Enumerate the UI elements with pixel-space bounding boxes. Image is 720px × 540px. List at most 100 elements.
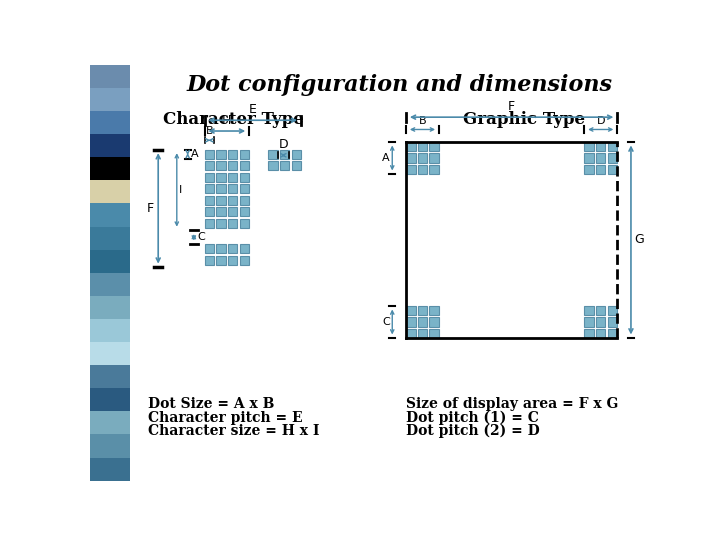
Bar	[240, 184, 249, 193]
Text: I: I	[179, 185, 182, 195]
Text: Dot Size = A x B: Dot Size = A x B	[148, 397, 274, 411]
Bar	[418, 165, 427, 174]
Bar	[90, 180, 130, 204]
Bar	[228, 150, 238, 159]
Bar	[596, 318, 606, 327]
Bar	[216, 256, 225, 265]
Bar	[240, 219, 249, 228]
Bar	[406, 142, 415, 151]
Bar	[204, 173, 214, 182]
Text: Character pitch = E: Character pitch = E	[148, 410, 302, 424]
Text: Character size = H x I: Character size = H x I	[148, 423, 320, 437]
Bar	[204, 207, 214, 217]
Bar	[90, 365, 130, 388]
Bar	[608, 142, 617, 151]
Bar	[90, 226, 130, 249]
Bar	[90, 249, 130, 273]
Bar	[585, 329, 594, 338]
Bar	[429, 329, 438, 338]
Bar	[418, 329, 427, 338]
Bar	[90, 111, 130, 134]
Bar	[90, 342, 130, 365]
Bar	[585, 153, 594, 163]
Bar	[585, 165, 594, 174]
Bar	[596, 306, 606, 315]
Text: C: C	[197, 232, 204, 242]
Text: B: B	[418, 116, 426, 126]
Text: Dot pitch (2) = D: Dot pitch (2) = D	[406, 423, 540, 438]
Bar	[292, 150, 301, 159]
Bar	[228, 244, 238, 253]
Text: E: E	[249, 103, 257, 117]
Bar	[228, 184, 238, 193]
Bar	[204, 184, 214, 193]
Text: F: F	[147, 202, 154, 215]
Bar	[90, 204, 130, 226]
Bar	[608, 306, 617, 315]
Bar	[596, 142, 606, 151]
Text: Dot pitch (1) = C: Dot pitch (1) = C	[406, 410, 539, 425]
Bar	[608, 329, 617, 338]
Bar	[90, 296, 130, 319]
Bar	[216, 184, 225, 193]
Bar	[240, 150, 249, 159]
Bar	[90, 434, 130, 457]
Bar	[204, 150, 214, 159]
Bar	[429, 153, 438, 163]
Bar	[204, 195, 214, 205]
Bar	[406, 329, 415, 338]
Bar	[608, 165, 617, 174]
Bar	[216, 161, 225, 170]
Bar	[90, 65, 130, 88]
Bar	[90, 457, 130, 481]
Bar	[280, 161, 289, 170]
Bar	[240, 173, 249, 182]
Bar	[429, 306, 438, 315]
Bar	[228, 161, 238, 170]
Bar	[228, 195, 238, 205]
Bar	[406, 153, 415, 163]
Bar	[596, 153, 606, 163]
Bar	[608, 318, 617, 327]
Bar	[90, 88, 130, 111]
Text: H: H	[222, 114, 231, 127]
Bar	[240, 244, 249, 253]
Text: F: F	[508, 100, 516, 113]
Text: D: D	[596, 116, 605, 126]
Bar	[596, 329, 606, 338]
Bar	[90, 157, 130, 180]
Bar	[204, 219, 214, 228]
Bar	[608, 153, 617, 163]
Text: G: G	[634, 233, 644, 246]
Bar	[585, 142, 594, 151]
Bar	[90, 411, 130, 434]
Bar	[216, 219, 225, 228]
Bar	[216, 244, 225, 253]
Text: Size of display area = F x G: Size of display area = F x G	[406, 397, 618, 411]
Text: D: D	[279, 138, 288, 151]
Text: B: B	[205, 126, 213, 137]
Bar	[204, 256, 214, 265]
Bar	[216, 207, 225, 217]
Bar	[240, 195, 249, 205]
Bar	[228, 256, 238, 265]
Bar	[406, 165, 415, 174]
Bar	[90, 273, 130, 296]
Bar	[204, 244, 214, 253]
Text: A: A	[191, 149, 199, 159]
Text: Character Type: Character Type	[163, 111, 304, 128]
Bar	[292, 161, 301, 170]
Bar	[406, 306, 415, 315]
Bar	[204, 161, 214, 170]
Bar	[429, 165, 438, 174]
Bar	[216, 150, 225, 159]
Bar	[216, 195, 225, 205]
Bar	[240, 207, 249, 217]
Bar	[269, 161, 277, 170]
Bar	[585, 306, 594, 315]
Bar	[418, 142, 427, 151]
Bar	[90, 319, 130, 342]
Bar	[406, 318, 415, 327]
Text: A: A	[382, 153, 390, 163]
Text: Dot configuration and dimensions: Dot configuration and dimensions	[187, 74, 613, 96]
